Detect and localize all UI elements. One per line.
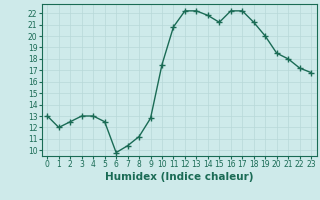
X-axis label: Humidex (Indice chaleur): Humidex (Indice chaleur) — [105, 172, 253, 182]
